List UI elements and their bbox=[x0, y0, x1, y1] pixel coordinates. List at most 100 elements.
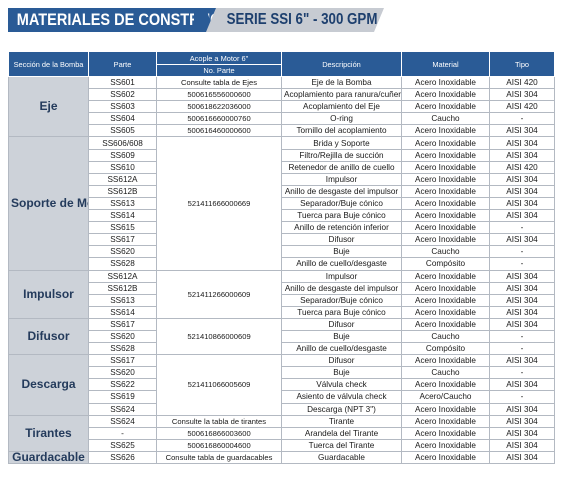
table-row: Tirantes SS624 Consulte la tabla de tirant… bbox=[8, 414, 555, 452]
description: Difusor bbox=[281, 233, 402, 247]
table-row: SS605 500616460000600 Tornillo del acoplam… bbox=[9, 124, 555, 138]
description: O-ring bbox=[281, 112, 402, 126]
material: Acero Inoxidable bbox=[401, 172, 490, 186]
header-parte: Parte bbox=[88, 51, 157, 77]
table-row: SS620 Buje Caucho - bbox=[9, 245, 555, 259]
header-tipo: Tipo bbox=[489, 51, 555, 77]
table-row: SS615 Anillo de retención inferior Acero I… bbox=[9, 221, 555, 235]
banner-subtitle-box: SERIE SSI 6" - 300 GPM bbox=[206, 8, 384, 32]
table-row: SS602 500616556000600 Acoplamiento para ra… bbox=[9, 88, 555, 102]
description: Tuerca del Tirante bbox=[281, 438, 402, 452]
description: Anillo de desgaste del impulsor bbox=[281, 281, 402, 295]
part-id: SS628 bbox=[88, 257, 157, 271]
part-id: SS617 bbox=[88, 354, 157, 368]
part-id: SS605 bbox=[88, 124, 157, 138]
material: Compósito bbox=[401, 342, 490, 356]
table-row: Soporte de MotorSS606/608521411666000669… bbox=[8, 136, 555, 271]
type: - bbox=[489, 329, 555, 344]
part-number: 521411666000669 bbox=[156, 136, 282, 271]
table-row: SS628 Anillo de cuello/desgaste Compósito - bbox=[9, 342, 555, 356]
banner-title: MATERIALES DE CONSTRUCCIÓN bbox=[8, 8, 257, 32]
table-row: Impulsor SS612A 521411266000609 Impulsor Ace… bbox=[8, 269, 555, 319]
material: Acero Inoxidable bbox=[401, 378, 490, 392]
description: Tirante bbox=[281, 414, 402, 428]
description: Buje bbox=[281, 329, 402, 344]
type: - bbox=[489, 366, 555, 380]
part-number: 521411066005609 bbox=[156, 354, 282, 416]
part-number: 521410866000609 bbox=[156, 317, 282, 356]
part-id: SS614 bbox=[88, 209, 157, 223]
part-id: SS613 bbox=[88, 293, 157, 307]
section-name: Descarga bbox=[8, 354, 89, 416]
material: Compósito bbox=[401, 257, 490, 271]
description: Brida y Soporte bbox=[281, 136, 402, 150]
description: Difusor bbox=[281, 317, 402, 331]
table-row: SS603 500618622036000 Acoplamiento del Eje… bbox=[9, 100, 555, 114]
material: Acero Inoxidable bbox=[401, 184, 490, 198]
type: - bbox=[489, 245, 555, 259]
material: Acero Inoxidable bbox=[401, 450, 490, 465]
type: AISI 304 bbox=[489, 281, 555, 295]
header-descripcion: Descripción bbox=[281, 51, 402, 77]
material: Acero Inoxidable bbox=[401, 136, 490, 150]
description: Acoplamiento del Eje bbox=[281, 100, 402, 114]
table-row: SS624 Descarga (NPT 3") Acero Inoxidable AI… bbox=[9, 402, 555, 416]
table-row: SS620 Buje Caucho - bbox=[9, 329, 555, 344]
table-row: Descarga SS617 521411066005609 Difusor Acero… bbox=[8, 354, 555, 416]
type: AISI 304 bbox=[489, 354, 555, 368]
part-id: SS622 bbox=[88, 378, 157, 392]
material: Acero Inoxidable bbox=[401, 402, 490, 416]
part-number: 500616660000760 bbox=[156, 112, 282, 126]
section-name: Difusor bbox=[8, 317, 89, 356]
description: Acoplamiento para ranura/cuñero bbox=[281, 88, 402, 102]
material: Acero Inoxidable bbox=[401, 124, 490, 138]
part-number: Consulte la tabla de tirantes bbox=[156, 414, 282, 428]
part-id: SS617 bbox=[88, 233, 157, 247]
description: Válvula check bbox=[281, 378, 402, 392]
description: Asiento de válvula check bbox=[281, 390, 402, 404]
material: Acero Inoxidable bbox=[401, 160, 490, 174]
part-number: 500616860004600 bbox=[156, 438, 282, 452]
table-row: SS622 Válvula check Acero Inoxidable AISI 3… bbox=[9, 378, 555, 392]
material: Acero Inoxidable bbox=[401, 414, 490, 428]
part-number: Consulte tabla de Ejes bbox=[156, 75, 282, 90]
material: Acero Inoxidable bbox=[401, 354, 490, 368]
material: Acero Inoxidable bbox=[401, 281, 490, 295]
part-id: SS626 bbox=[88, 450, 157, 465]
materials-table: Sección de la Bomba Parte Acople a Motor… bbox=[8, 51, 555, 465]
table-body: Eje SS601 Consulte tabla de Ejes Eje de la … bbox=[8, 75, 555, 465]
type: AISI 420 bbox=[489, 100, 555, 114]
type: AISI 304 bbox=[489, 172, 555, 186]
part-id: SS620 bbox=[88, 245, 157, 259]
description: Buje bbox=[281, 366, 402, 380]
table-row: SS625 500616860004600 Tuerca del Tirante Ac… bbox=[9, 438, 555, 452]
header-material: Material bbox=[401, 51, 490, 77]
material: Caucho bbox=[401, 329, 490, 344]
table-row: SS620 Buje Caucho - bbox=[9, 366, 555, 380]
part-id: SS620 bbox=[88, 366, 157, 380]
table-row: SS610 Retenedor de anillo de cuello Acero … bbox=[9, 160, 555, 174]
description: Anillo de cuello/desgaste bbox=[281, 342, 402, 356]
table-row: SS614 Tuerca para Buje cónico Acero Inoxid… bbox=[9, 209, 555, 223]
table-row: SS628 Anillo de cuello/desgaste Compósito - bbox=[9, 257, 555, 271]
table-row: SS612A Impulsor Acero Inoxidable AISI 304 bbox=[9, 172, 555, 186]
type: AISI 420 bbox=[489, 160, 555, 174]
material: Acero Inoxidable bbox=[401, 196, 490, 211]
part-id: SS604 bbox=[88, 112, 157, 126]
part-id: SS624 bbox=[88, 414, 157, 428]
type: AISI 304 bbox=[489, 317, 555, 331]
material: Acero Inoxidable bbox=[401, 148, 490, 162]
material: Acero Inoxidable bbox=[401, 75, 490, 90]
description: Descarga (NPT 3") bbox=[281, 402, 402, 416]
part-id: SS624 bbox=[88, 402, 157, 416]
description: Retenedor de anillo de cuello bbox=[281, 160, 402, 174]
material: Acero Inoxidable bbox=[401, 426, 490, 440]
part-id: SS602 bbox=[88, 88, 157, 102]
type: - bbox=[489, 112, 555, 126]
banner-subtitle: SERIE SSI 6" - 300 GPM bbox=[226, 11, 378, 28]
section-name: Guardacable bbox=[8, 450, 89, 465]
description: Buje bbox=[281, 245, 402, 259]
type: AISI 304 bbox=[489, 438, 555, 452]
part-id: SS612A bbox=[88, 172, 157, 186]
table-row: SS609 Filtro/Rejilla de succión Acero Inox… bbox=[9, 148, 555, 162]
